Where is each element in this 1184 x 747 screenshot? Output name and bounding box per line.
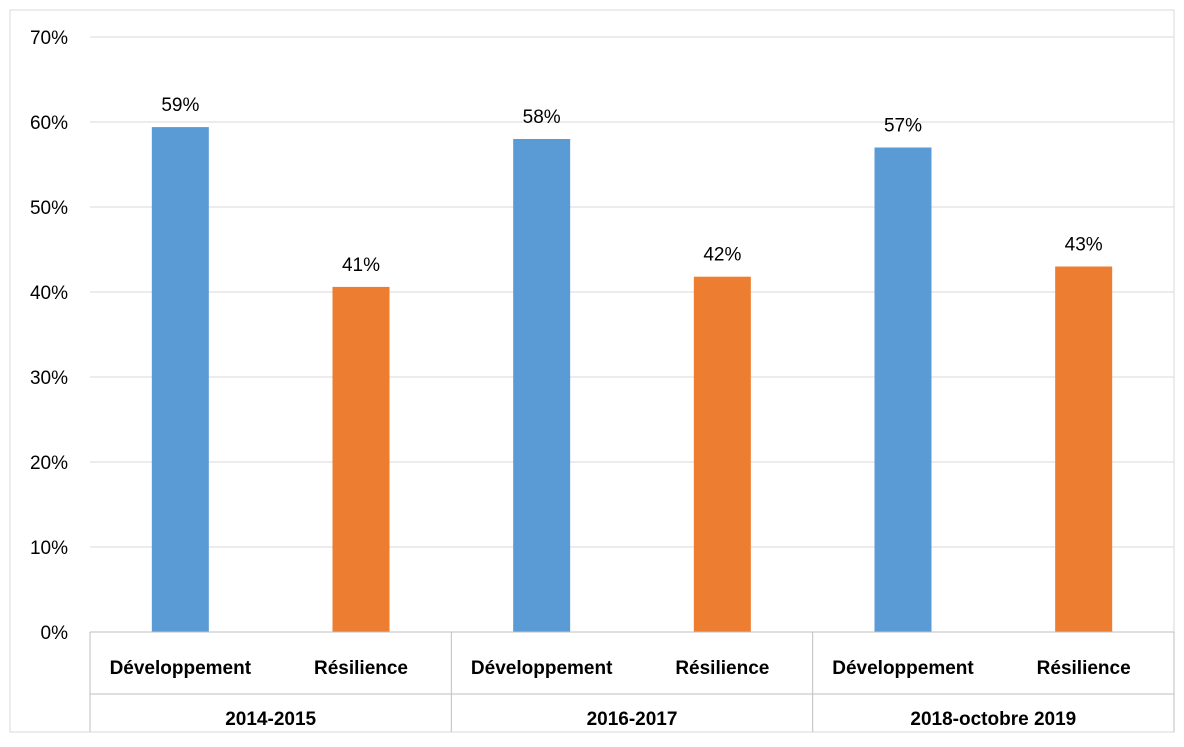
y-tick-label: 40%	[30, 283, 68, 304]
group-label: 2014-2015	[225, 709, 316, 730]
category-label: Résilience	[314, 658, 408, 679]
category-label: Développement	[471, 658, 613, 679]
gridlines	[90, 36, 1174, 548]
x-axis: Développement Résilience 2014-2015 Développ…	[89, 631, 1175, 732]
bar-resilience	[693, 276, 751, 632]
y-tick-label: 60%	[30, 113, 68, 134]
data-label: 41%	[342, 255, 380, 276]
bar-developpement	[151, 127, 209, 632]
y-tick-label: 20%	[30, 453, 68, 474]
data-label: 57%	[884, 116, 922, 137]
category-label: Résilience	[675, 658, 769, 679]
data-label: 43%	[1065, 235, 1103, 256]
data-label: 42%	[703, 245, 741, 266]
category-label: Développement	[110, 658, 252, 679]
bar-resilience	[332, 286, 390, 632]
y-axis: 0% 10% 20% 30% 40% 50% 60% 70%	[30, 28, 68, 644]
y-tick-label: 30%	[30, 368, 68, 389]
bars: 59% 41% 58% 42% 57% 43%	[151, 95, 1113, 632]
bar-resilience	[1055, 266, 1113, 632]
group-label: 2016-2017	[587, 709, 678, 730]
y-tick-label: 50%	[30, 198, 68, 219]
data-label: 59%	[161, 95, 199, 116]
category-label: Développement	[832, 658, 974, 679]
data-label: 58%	[523, 107, 561, 128]
y-tick-label: 10%	[30, 538, 68, 559]
y-tick-label: 0%	[41, 623, 69, 644]
category-label: Résilience	[1037, 658, 1131, 679]
bar-developpement	[513, 139, 571, 632]
group-label: 2018-octobre 2019	[910, 709, 1076, 730]
bar-developpement	[874, 147, 932, 632]
y-tick-label: 70%	[30, 28, 68, 49]
